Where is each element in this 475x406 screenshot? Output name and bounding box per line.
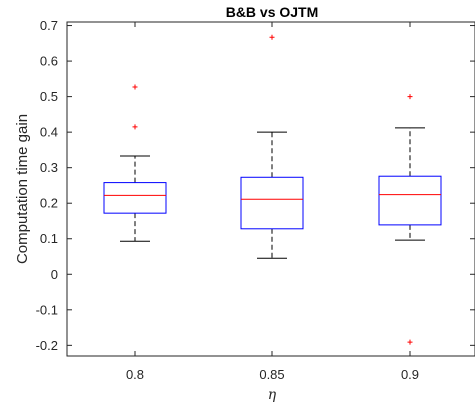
chart-title: B&B vs OJTM [226,4,319,20]
x-axis-label: η [268,387,277,403]
x-tick-label: 0.9 [401,367,419,382]
y-tick-label: -0.2 [36,338,58,353]
y-axis: -0.2 -0.1 0 0.1 0.2 0.3 0.4 0.5 0.6 0.7 [36,18,475,353]
y-tick-label: 0.1 [40,231,58,246]
outlier-marker [132,124,138,130]
y-tick-label: 0.5 [40,89,58,104]
x-tick-label: 0.8 [126,367,144,382]
outlier-marker [132,84,138,90]
box-0.8 [103,84,167,242]
boxes-group [103,34,442,345]
outlier-marker [407,94,413,100]
outlier-marker [269,34,275,40]
y-tick-label: 0.6 [40,54,58,69]
iqr-box [378,175,442,226]
iqr-box [103,182,167,214]
y-tick-label: -0.1 [36,302,58,317]
x-axis: 0.8 0.85 0.9 [126,22,419,382]
box-0.85 [240,34,304,259]
y-tick-label: 0 [51,267,58,282]
y-tick-label: 0.4 [40,125,58,140]
y-tick-label: 0.2 [40,196,58,211]
plot-area [66,21,475,357]
outlier-marker [407,339,413,345]
x-tick-label: 0.85 [259,367,284,382]
y-tick-label: 0.7 [40,18,58,33]
iqr-box [240,176,304,230]
box-0.9 [378,94,442,345]
y-axis-label: Computation time gain [14,114,31,264]
y-tick-label: 0.3 [40,160,58,175]
